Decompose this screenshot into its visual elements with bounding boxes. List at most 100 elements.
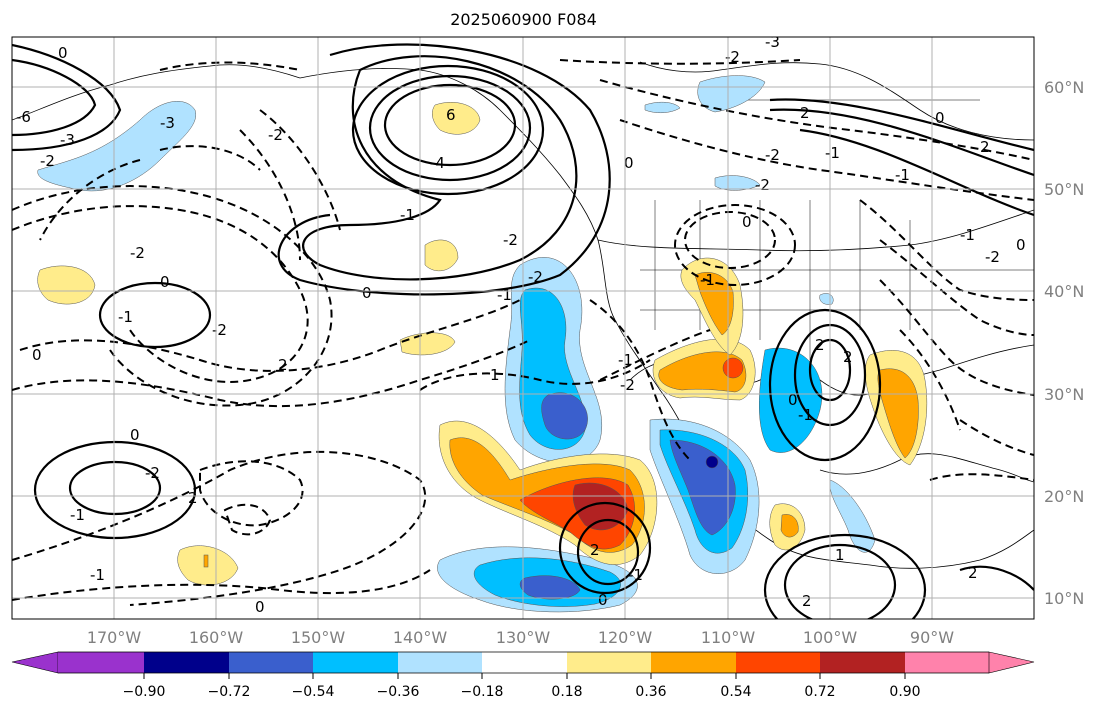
- lat-tick-label: 50°N: [1044, 180, 1084, 199]
- contour-label: -2: [212, 321, 227, 339]
- lat-tick-label: 40°N: [1044, 282, 1084, 301]
- contour-label: 0: [160, 273, 170, 291]
- contour-label: 2: [815, 336, 825, 354]
- contour-label: -2: [528, 268, 543, 286]
- contour-label: -2: [268, 126, 283, 144]
- colorbar-cell: [988, 651, 1035, 674]
- lat-tick-label: 20°N: [1044, 487, 1084, 506]
- lon-tick-label: 170°W: [87, 628, 142, 647]
- contour-label: -4: [430, 154, 445, 172]
- contour-label: -1: [118, 308, 133, 326]
- colorbar-label: 0.18: [551, 684, 582, 700]
- contour-label: 0: [130, 426, 140, 444]
- contour-label: 0: [255, 598, 265, 616]
- contour-label: 2: [802, 592, 812, 610]
- contour-label: 0: [742, 213, 752, 231]
- colorbar-cell: [229, 652, 313, 673]
- contour-label: 0: [1016, 236, 1026, 254]
- colorbar-label: −0.54: [292, 684, 335, 700]
- contour-label: -1: [70, 506, 85, 524]
- contour-label: -2: [985, 248, 1000, 266]
- contour-label: -1: [960, 226, 975, 244]
- lon-tick-label: 100°W: [803, 628, 858, 647]
- lon-tick-label: 110°W: [701, 628, 756, 647]
- contour-label: -2: [40, 152, 55, 170]
- lat-tick-label: 10°N: [1044, 589, 1084, 608]
- map-title: 2025060900 F084: [450, 10, 597, 29]
- colorbar-cell: [144, 652, 229, 673]
- contour-label: 2: [980, 138, 990, 156]
- colorbar-cell: [11, 651, 59, 674]
- contour-label: -1: [90, 566, 105, 584]
- latitude-labels: 60°N 50°N 40°N 30°N 20°N 10°N: [1044, 78, 1084, 608]
- colorbar-label: 0.36: [635, 684, 666, 700]
- contour-label: -2: [755, 176, 770, 194]
- contour-label: 1: [490, 366, 500, 384]
- colorbar: −0.90 −0.72 −0.54 −0.36 −0.18 0.18 0.36 …: [11, 651, 1035, 700]
- colorbar-label: −0.72: [208, 684, 251, 700]
- dashed-contours: [12, 59, 1034, 606]
- contour-label: -2: [620, 376, 635, 394]
- colorbar-label: −0.36: [377, 684, 420, 700]
- contour-label: 2: [843, 348, 853, 366]
- contour-label: -3: [160, 114, 175, 132]
- contour-label: -1: [798, 406, 813, 424]
- lon-tick-label: 130°W: [496, 628, 551, 647]
- colorbar-label: −0.18: [461, 684, 504, 700]
- contour-label: -2: [145, 464, 160, 482]
- contour-label: 2: [590, 541, 600, 559]
- colorbar-cell: [736, 652, 820, 673]
- contour-label: -1: [825, 144, 840, 162]
- colorbar-label: 0.72: [804, 684, 835, 700]
- longitude-labels: 170°W 160°W 150°W 140°W 130°W 120°W 110°…: [87, 628, 954, 647]
- lon-tick-label: 160°W: [189, 628, 244, 647]
- contour-label: -1: [628, 566, 643, 584]
- contour-label: 0: [32, 346, 42, 364]
- gridlines: [12, 37, 1034, 619]
- colorbar-cell: [313, 652, 398, 673]
- contour-labels: 0 -2 -3 -6 6 -2 -1 -4 -3 -2 0 -1 2 0 -2 …: [16, 33, 1026, 616]
- contour-label: -1: [400, 206, 415, 224]
- colorbar-cell: [58, 652, 144, 673]
- contour-label: -1: [895, 166, 910, 184]
- contour-label: 0: [624, 154, 634, 172]
- colorbar-label: 0.54: [720, 684, 751, 700]
- contour-label: 2: [968, 564, 978, 582]
- map-frame: [11, 36, 1035, 620]
- contour-label: -2: [765, 146, 780, 164]
- contour-label: 2: [188, 489, 198, 507]
- contour-label: 2: [800, 104, 810, 122]
- contour-label: 0: [58, 44, 68, 62]
- colorbar-cell: [398, 652, 482, 673]
- contour-label: -2: [725, 48, 740, 66]
- lon-tick-label: 150°W: [291, 628, 346, 647]
- contour-label: 0: [788, 391, 798, 409]
- colorbar-cell: [905, 652, 989, 673]
- colorbar-cell: [482, 652, 567, 673]
- contour-label: 1: [835, 546, 845, 564]
- lat-tick-label: 60°N: [1044, 78, 1084, 97]
- contour-label: -2: [503, 231, 518, 249]
- contour-label: 0: [362, 284, 372, 302]
- contour-label: -3: [765, 33, 780, 51]
- solid-contours: [12, 43, 1034, 619]
- colorbar-label: 0.90: [889, 684, 920, 700]
- lat-tick-label: 30°N: [1044, 385, 1084, 404]
- contour-label: -6: [16, 108, 31, 126]
- lon-tick-label: 120°W: [598, 628, 653, 647]
- lon-tick-label: 140°W: [393, 628, 448, 647]
- contour-label: -1: [497, 286, 512, 304]
- colorbar-cell: [651, 652, 736, 673]
- colorbar-cell: [567, 652, 651, 673]
- contour-label: 2: [278, 356, 288, 374]
- colorbar-cell: [820, 652, 905, 673]
- contour-label: -1: [700, 271, 715, 289]
- shaded-fields: [37, 75, 928, 613]
- lon-tick-label: 90°W: [910, 628, 954, 647]
- contour-label: -3: [60, 131, 75, 149]
- contour-label: 6: [446, 106, 456, 124]
- contour-label: 0: [935, 109, 945, 127]
- colorbar-label: −0.90: [123, 684, 166, 700]
- contour-label: 0: [598, 591, 608, 609]
